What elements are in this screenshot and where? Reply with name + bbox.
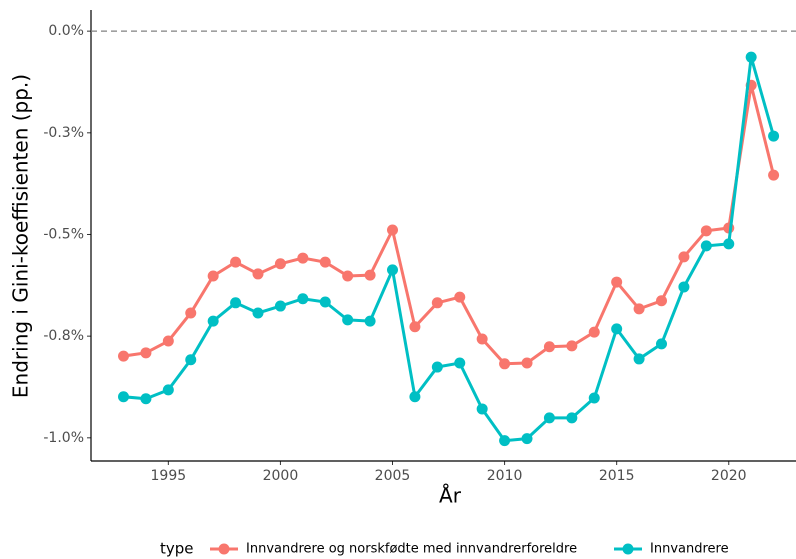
data-point bbox=[364, 269, 376, 281]
legend-label: Innvandrere bbox=[650, 542, 729, 557]
data-point bbox=[678, 251, 690, 263]
data-point bbox=[611, 276, 623, 288]
series-line bbox=[123, 56, 776, 443]
x-tick-label: 2005 bbox=[375, 468, 411, 484]
legend-label: Innvandrere og norskfødte med innvandrer… bbox=[246, 542, 577, 557]
data-point bbox=[140, 347, 152, 359]
data-point bbox=[768, 130, 780, 142]
x-axis-title: År bbox=[439, 484, 462, 508]
data-point bbox=[454, 357, 466, 369]
data-point bbox=[768, 169, 780, 181]
data-point bbox=[409, 391, 421, 403]
data-point bbox=[633, 353, 645, 365]
y-tick-label: 0.0% bbox=[48, 23, 84, 39]
data-point bbox=[342, 314, 354, 326]
data-point bbox=[162, 384, 174, 396]
data-point bbox=[588, 392, 600, 404]
data-point bbox=[723, 238, 735, 250]
x-tick-label: 2010 bbox=[487, 468, 523, 484]
data-point bbox=[543, 412, 555, 424]
legend-swatch-point bbox=[218, 543, 230, 555]
data-point bbox=[274, 300, 286, 312]
data-point bbox=[476, 403, 488, 415]
data-point bbox=[387, 264, 399, 276]
data-point bbox=[431, 361, 443, 373]
data-point bbox=[700, 240, 712, 252]
data-point bbox=[319, 296, 331, 308]
data-point bbox=[656, 295, 668, 307]
data-point bbox=[118, 350, 130, 362]
data-point bbox=[297, 252, 309, 264]
data-point bbox=[252, 268, 264, 280]
data-point bbox=[431, 297, 443, 309]
y-axis-title: Endring i Gini-koeffisienten (pp.) bbox=[9, 74, 33, 398]
data-point bbox=[656, 338, 668, 350]
data-point bbox=[274, 258, 286, 270]
data-point bbox=[185, 307, 197, 319]
data-point bbox=[230, 297, 242, 309]
data-point bbox=[476, 333, 488, 345]
x-tick-label: 1995 bbox=[151, 468, 187, 484]
x-tick-label: 2015 bbox=[599, 468, 635, 484]
y-tick-label: -0.5% bbox=[43, 226, 84, 242]
data-point bbox=[454, 291, 466, 303]
data-point bbox=[252, 307, 264, 319]
data-point bbox=[118, 391, 130, 403]
data-point bbox=[521, 433, 533, 445]
data-point bbox=[342, 270, 354, 282]
x-tick-label: 2020 bbox=[711, 468, 747, 484]
y-tick-label: -0.3% bbox=[43, 125, 84, 141]
data-point bbox=[745, 51, 757, 63]
data-point bbox=[387, 224, 399, 236]
data-point bbox=[633, 303, 645, 315]
y-tick-label: -0.8% bbox=[43, 328, 84, 344]
data-point bbox=[297, 293, 309, 305]
data-point bbox=[207, 315, 219, 327]
data-point bbox=[521, 357, 533, 369]
data-point bbox=[364, 315, 376, 327]
data-point bbox=[319, 256, 331, 268]
data-point bbox=[566, 412, 578, 424]
legend-swatch-point bbox=[622, 543, 634, 555]
data-point bbox=[230, 256, 242, 268]
data-point bbox=[588, 326, 600, 338]
data-point bbox=[678, 281, 690, 293]
series-line bbox=[123, 84, 776, 366]
x-tick-label: 2000 bbox=[263, 468, 299, 484]
data-point bbox=[566, 340, 578, 352]
data-point bbox=[700, 225, 712, 237]
data-point bbox=[207, 270, 219, 282]
data-point bbox=[499, 358, 511, 370]
data-point bbox=[162, 335, 174, 347]
data-point bbox=[499, 435, 511, 447]
data-point bbox=[543, 341, 555, 353]
legend-title: type bbox=[160, 540, 194, 558]
data-point bbox=[140, 393, 152, 405]
data-point bbox=[611, 323, 623, 335]
data-point bbox=[185, 354, 197, 366]
data-point bbox=[409, 321, 421, 333]
y-tick-label: -1.0% bbox=[43, 430, 84, 446]
